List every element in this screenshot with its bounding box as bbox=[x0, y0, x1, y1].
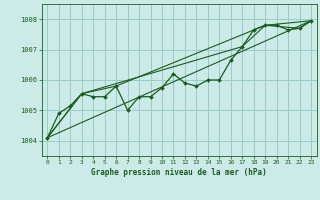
X-axis label: Graphe pression niveau de la mer (hPa): Graphe pression niveau de la mer (hPa) bbox=[91, 168, 267, 177]
